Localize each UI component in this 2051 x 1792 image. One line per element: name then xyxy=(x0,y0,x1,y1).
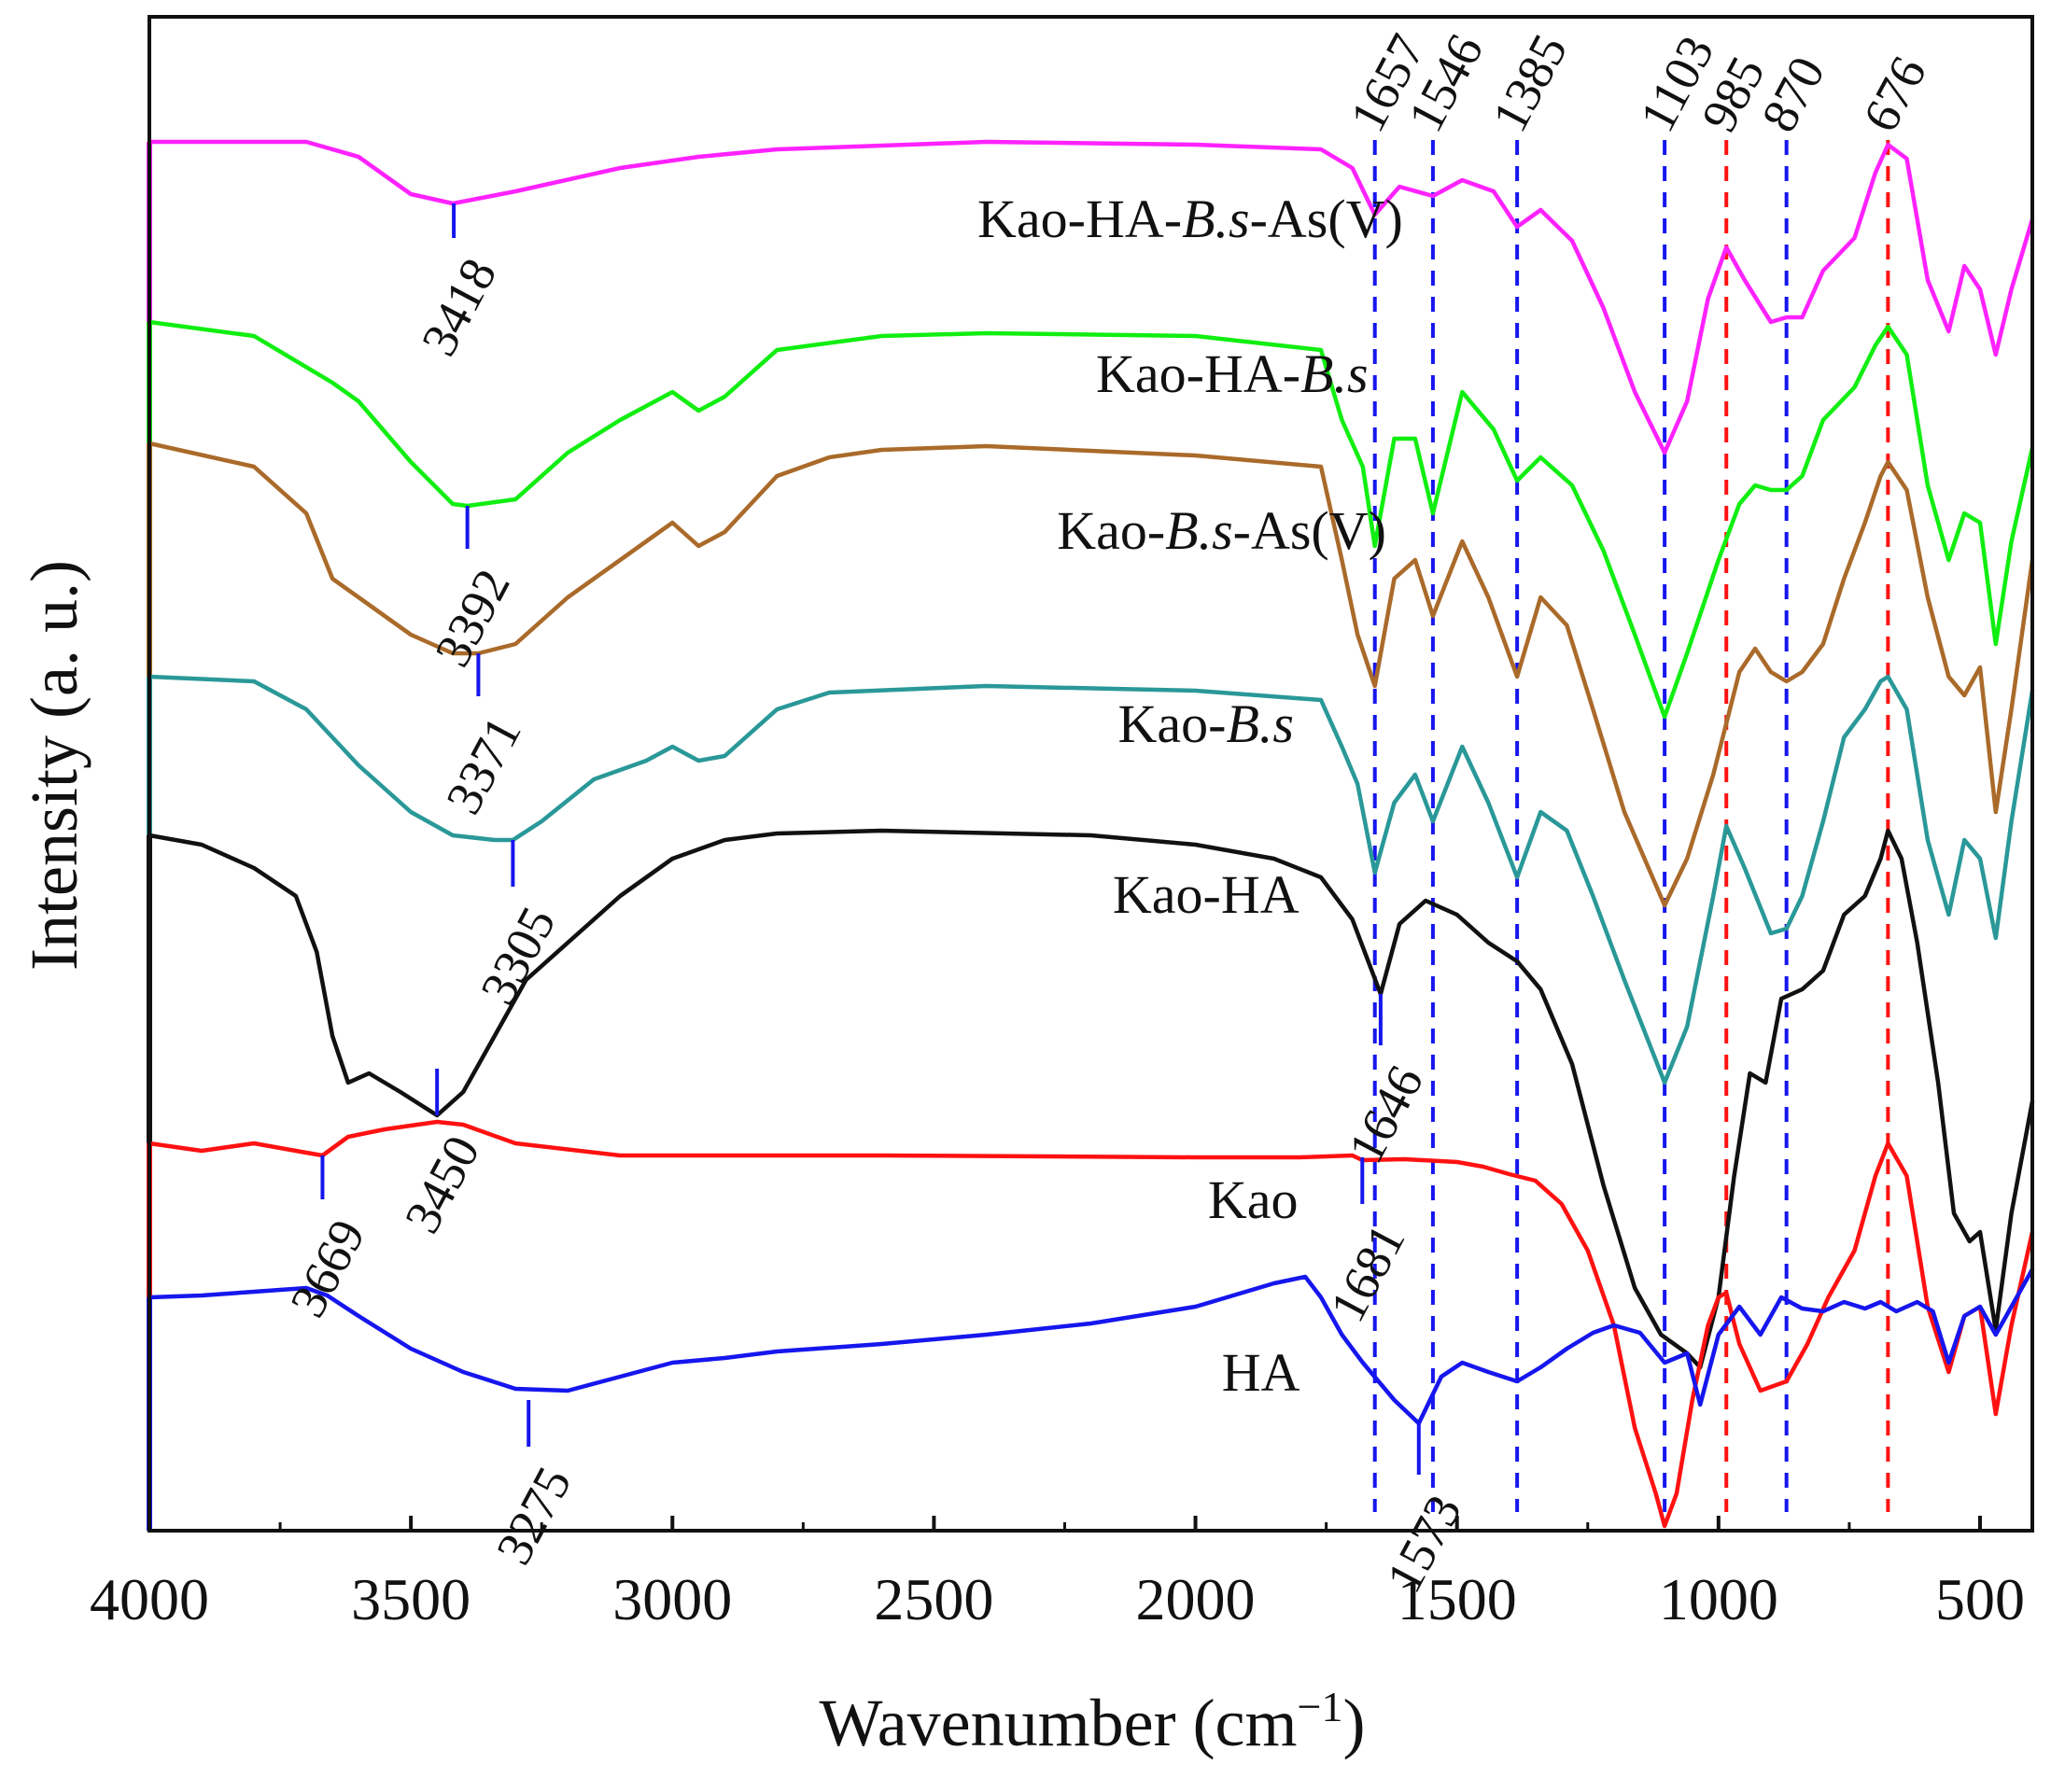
x-tick-label-3500: 3500 xyxy=(351,1566,471,1632)
x-tick-label-1000: 1000 xyxy=(1659,1566,1778,1632)
peak-markers xyxy=(320,203,1421,1475)
series-label-2: Kao-HA-B.s xyxy=(1096,343,1369,404)
series-label-7: HA xyxy=(1222,1342,1300,1403)
series-line-kao-b-s-as-v-3 xyxy=(147,441,2035,908)
series-label-3: Kao-B.s-As(V) xyxy=(1057,500,1386,561)
x-tick-label-3000: 3000 xyxy=(612,1566,732,1632)
y-axis-title: Intensity (a. u.) xyxy=(17,560,91,971)
series-labels: Kao-HA-B.s-As(V) Kao-HA-B.s Kao-B.s-As(V) K… xyxy=(977,189,1403,1403)
x-tick-label-2500: 2500 xyxy=(874,1566,993,1632)
series-line-kao-ha-b-s-2 xyxy=(147,319,2035,720)
series-line-ha-7 xyxy=(147,1267,2035,1426)
series-label-4: Kao-B.s xyxy=(1118,693,1294,754)
x-tick-label-2000: 2000 xyxy=(1136,1566,1256,1632)
spectra xyxy=(147,139,2035,1529)
series-line-kao-6 xyxy=(147,1119,2035,1529)
series-line-kao-b-s-4 xyxy=(147,674,2035,1085)
series-label-1: Kao-HA-B.s-As(V) xyxy=(977,189,1403,249)
x-tick-label-500: 500 xyxy=(1935,1566,2025,1632)
series-line-kao-ha-b-s-as-v-1 xyxy=(147,139,2035,455)
plot-frame xyxy=(148,15,2034,1533)
x-tick-label-1500: 1500 xyxy=(1398,1566,1517,1632)
x-tick-label-4000: 4000 xyxy=(90,1566,209,1632)
series-label-6: Kao xyxy=(1208,1169,1299,1230)
x-ticks: 4000 3500 3000 2500 2000 1500 1000 500 xyxy=(90,1516,2025,1632)
x-axis-title: Wavenumber (cm−1) xyxy=(820,1683,1366,1760)
series-line-kao-ha-5 xyxy=(147,828,2035,1370)
series-label-5: Kao-HA xyxy=(1113,864,1299,925)
